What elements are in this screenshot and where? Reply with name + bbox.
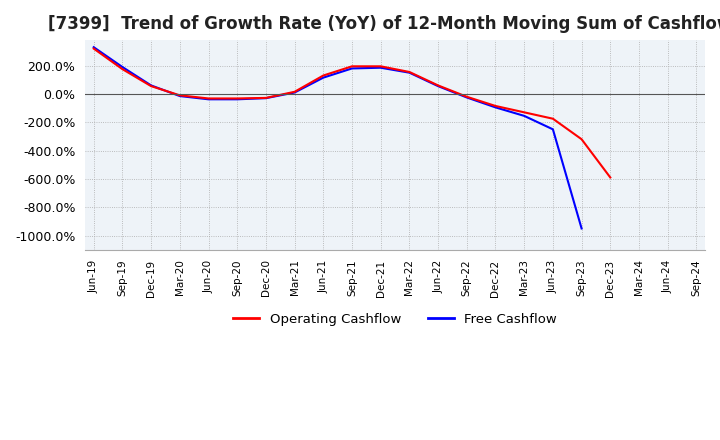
Free Cashflow bbox=[377, 65, 385, 70]
Operating Cashflow bbox=[319, 73, 328, 78]
Operating Cashflow bbox=[147, 84, 156, 89]
Title: [7399]  Trend of Growth Rate (YoY) of 12-Month Moving Sum of Cashflows: [7399] Trend of Growth Rate (YoY) of 12-… bbox=[48, 15, 720, 33]
Operating Cashflow bbox=[377, 64, 385, 69]
Operating Cashflow bbox=[290, 89, 299, 95]
Operating Cashflow bbox=[176, 93, 184, 98]
Free Cashflow bbox=[433, 84, 442, 89]
Operating Cashflow bbox=[433, 83, 442, 88]
Free Cashflow bbox=[118, 64, 127, 70]
Operating Cashflow bbox=[405, 70, 414, 75]
Operating Cashflow bbox=[261, 95, 270, 100]
Operating Cashflow bbox=[118, 66, 127, 72]
Operating Cashflow bbox=[520, 110, 528, 115]
Legend: Operating Cashflow, Free Cashflow: Operating Cashflow, Free Cashflow bbox=[228, 308, 562, 331]
Free Cashflow bbox=[89, 44, 98, 50]
Free Cashflow bbox=[405, 70, 414, 75]
Free Cashflow bbox=[147, 83, 156, 88]
Free Cashflow bbox=[491, 105, 500, 110]
Free Cashflow bbox=[261, 95, 270, 101]
Free Cashflow bbox=[204, 97, 213, 102]
Free Cashflow bbox=[233, 97, 241, 102]
Operating Cashflow bbox=[462, 94, 471, 99]
Operating Cashflow bbox=[577, 136, 586, 142]
Operating Cashflow bbox=[204, 96, 213, 101]
Operating Cashflow bbox=[491, 103, 500, 109]
Operating Cashflow bbox=[348, 64, 356, 69]
Operating Cashflow bbox=[549, 116, 557, 121]
Operating Cashflow bbox=[89, 46, 98, 51]
Free Cashflow bbox=[462, 95, 471, 100]
Line: Operating Cashflow: Operating Cashflow bbox=[94, 48, 611, 177]
Operating Cashflow bbox=[233, 96, 241, 101]
Free Cashflow bbox=[577, 226, 586, 231]
Free Cashflow bbox=[290, 90, 299, 95]
Free Cashflow bbox=[520, 113, 528, 118]
Free Cashflow bbox=[549, 127, 557, 132]
Free Cashflow bbox=[348, 66, 356, 71]
Free Cashflow bbox=[319, 75, 328, 80]
Free Cashflow bbox=[176, 93, 184, 99]
Operating Cashflow bbox=[606, 175, 615, 180]
Line: Free Cashflow: Free Cashflow bbox=[94, 47, 582, 228]
